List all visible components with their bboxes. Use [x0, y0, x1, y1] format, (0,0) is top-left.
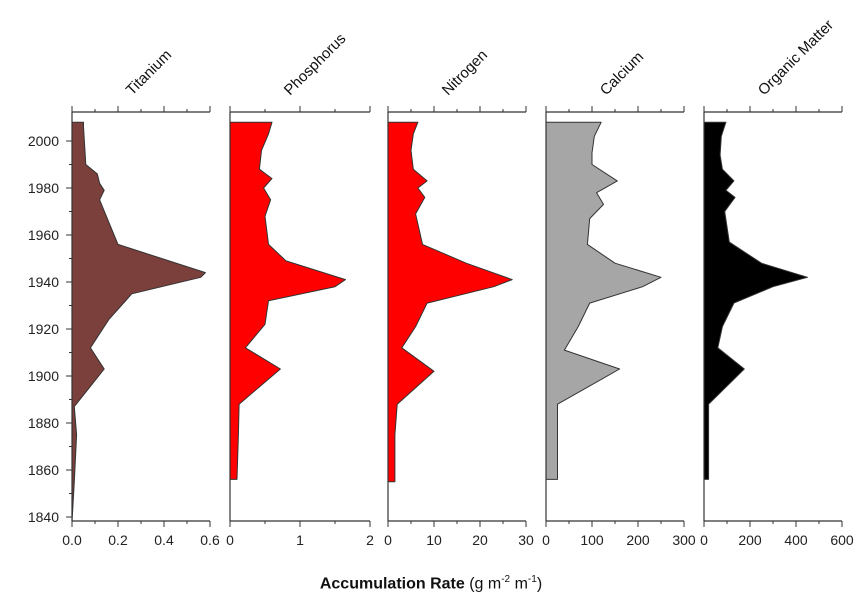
panel-title-calcium: Calcium [597, 48, 647, 98]
x-tick-label: 400 [784, 532, 808, 548]
series-profile-phosphorus [229, 121, 346, 480]
panel-titanium: 0.0 0.2 0.4 0.6 Titanium [62, 47, 220, 548]
series-profile-organic-matter [703, 121, 808, 480]
x-axis-label: Accumulation Rate (g m-2 m-1) [0, 574, 862, 593]
series-profile-calcium [545, 121, 662, 480]
x-tick-label: 600 [830, 532, 854, 548]
x-tick-label: 0.4 [154, 532, 174, 548]
x-tick-label: 2 [366, 532, 374, 548]
x-axis-label-main: Accumulation Rate [319, 575, 465, 593]
y-tick-label: 1940 [28, 274, 59, 290]
x-tick-label: 0.0 [62, 532, 82, 548]
y-tick-label: 1920 [28, 321, 59, 337]
x-tick-label: 0.6 [200, 532, 220, 548]
x-axis-label-unit-mid: m [510, 575, 528, 593]
y-tick-label: 2000 [28, 133, 59, 149]
y-tick-label: 1980 [28, 180, 59, 196]
x-axis-label-unit-suffix: ) [536, 575, 543, 593]
x-tick-label: 0.2 [108, 532, 128, 548]
y-tick-label: 1900 [28, 368, 59, 384]
x-tick-label: 30 [518, 532, 534, 548]
x-axis-label-unit-exp2: -1 [527, 574, 537, 585]
y-tick-label: 1840 [28, 509, 59, 525]
x-axis-label-unit-prefix: (g m [469, 575, 502, 593]
x-tick-label: 200 [626, 532, 650, 548]
x-tick-label: 10 [426, 532, 442, 548]
x-tick-label: 0 [542, 532, 550, 548]
panel-nitrogen: 0 10 20 30 Nitrogen [384, 47, 534, 548]
panel-title-organic-matter: Organic Matter [755, 17, 837, 99]
panel-title-phosphorus: Phosphorus [281, 30, 350, 99]
x-tick-label: 0 [226, 532, 234, 548]
y-tick-label: 1880 [28, 415, 59, 431]
x-tick-label: 100 [580, 532, 604, 548]
y-tick-label: 1960 [28, 227, 59, 243]
panel-title-titanium: Titanium [123, 47, 175, 99]
x-tick-label: 20 [472, 532, 488, 548]
y-tick-label: 1860 [28, 462, 59, 478]
x-axis-label-unit-exp1: -2 [501, 574, 511, 585]
series-profile-titanium [71, 121, 206, 523]
panel-phosphorus: 0 1 2 Phosphorus [226, 30, 374, 548]
x-tick-label: 0 [384, 532, 392, 548]
x-tick-label: 1 [296, 532, 304, 548]
x-tick-label: 0 [700, 532, 708, 548]
x-tick-label: 300 [672, 532, 696, 548]
series-profile-nitrogen [387, 121, 513, 483]
x-tick-label: 200 [738, 532, 762, 548]
panel-organic-matter: 0 200 400 600 Organic Matter [700, 17, 854, 548]
panel-calcium: 0 100 200 300 Calcium [542, 48, 696, 548]
panel-title-nitrogen: Nitrogen [439, 47, 491, 99]
y-axis: 1840 1860 1880 1900 1920 1940 1960 1980 2000 [28, 133, 72, 525]
chart-panels: 0.0 0.2 0.4 0.6 Titanium 0 1 2 Phosphorus 0 10 20 30… [62, 17, 854, 548]
